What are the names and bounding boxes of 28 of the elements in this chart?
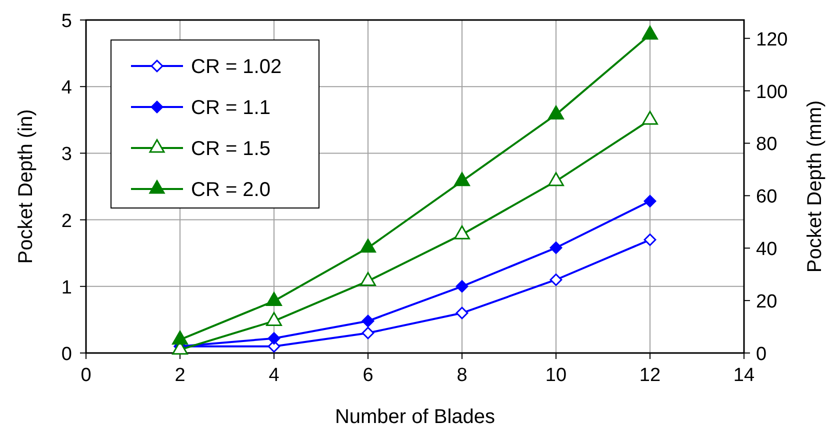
y2-axis-title: Pocket Depth (mm): [804, 100, 826, 273]
y2-tick-label: 0: [756, 344, 767, 365]
y2-tick-label: 60: [756, 186, 778, 208]
y2-tick-label: 80: [756, 134, 778, 156]
y-tick-label: 0: [61, 344, 72, 365]
legend-label: CR = 1.1: [191, 97, 270, 119]
x-tick-label: 14: [733, 365, 755, 386]
y2-tick-label: 100: [756, 82, 788, 103]
y-tick-label: 3: [61, 144, 72, 166]
legend-label: CR = 1.5: [191, 138, 270, 160]
x-tick-label: 10: [545, 365, 567, 386]
y2-tick-label: 120: [756, 29, 788, 50]
x-tick-label: 8: [456, 365, 468, 386]
y-tick-label: 5: [61, 11, 72, 32]
y-tick-label: 1: [61, 277, 72, 298]
x-tick-label: 12: [639, 365, 661, 386]
x-tick-label: 6: [362, 365, 374, 386]
y2-tick-label: 40: [756, 239, 778, 260]
legend-label: CR = 2.0: [191, 179, 270, 201]
y-axis-title: Pocket Depth (in): [15, 109, 37, 264]
y-tick-label: 2: [61, 210, 72, 232]
legend-label: CR = 1.02: [191, 56, 282, 78]
y2-tick-label: 20: [756, 292, 778, 313]
x-tick-label: 0: [80, 365, 92, 386]
y-tick-label: 4: [61, 78, 72, 99]
x-tick-label: 4: [268, 365, 280, 386]
x-axis-title: Number of Blades: [334, 406, 496, 428]
x-tick-label: 2: [174, 365, 186, 386]
